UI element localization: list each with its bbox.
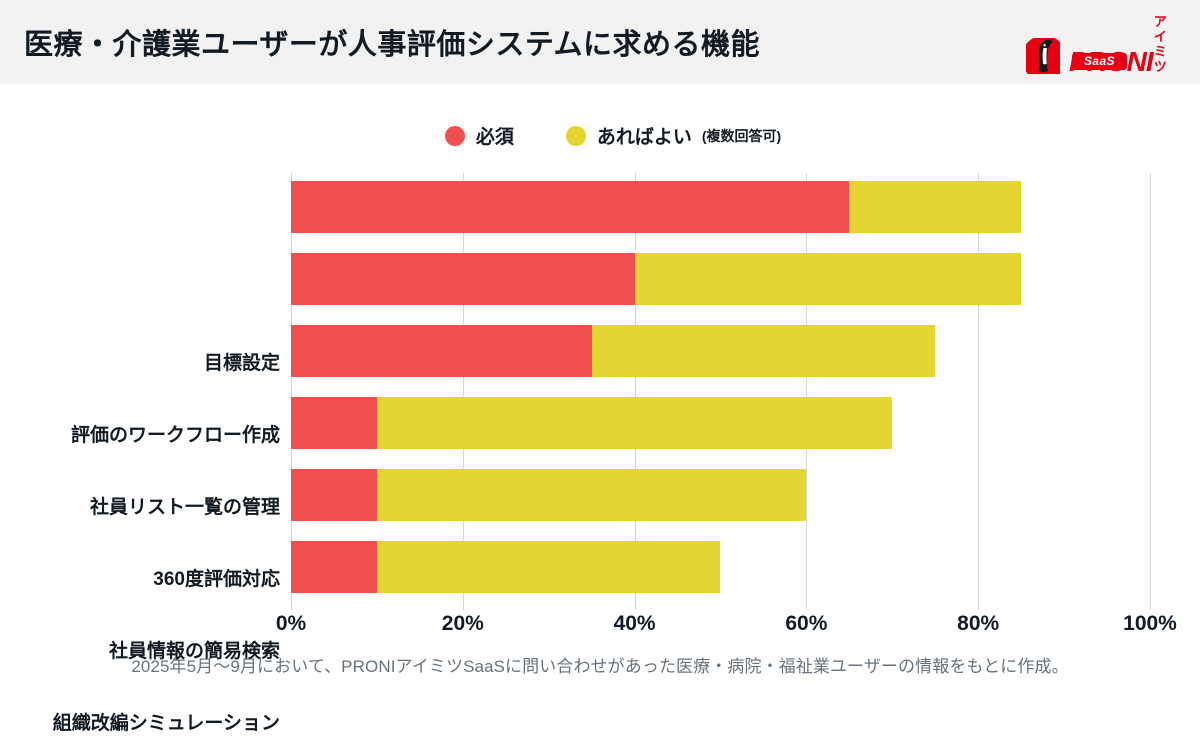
logo-row: PRONI アイミツ xyxy=(1021,14,1178,76)
axis-tick-label: 100% xyxy=(1123,612,1177,635)
axis-tick-label: 80% xyxy=(957,612,1000,635)
gridline xyxy=(462,173,464,610)
chart-page: 医療・介護業ユーザーが人事評価システムに求める機能 PRONI アイミツ Saa… xyxy=(0,0,1200,734)
bar-segment-required[interactable] xyxy=(291,181,850,233)
bar-segment-nice-to-have[interactable] xyxy=(376,397,893,449)
category-label: 社員情報の簡易検索 xyxy=(108,641,280,662)
gridline xyxy=(634,173,636,610)
bar-segment-nice-to-have[interactable] xyxy=(591,325,936,377)
logo-kana: アイミツ xyxy=(1153,14,1167,74)
plot-area xyxy=(291,173,1151,613)
bar-segment-required[interactable] xyxy=(291,541,377,593)
bar-row[interactable] xyxy=(291,253,1022,305)
penguin-icon xyxy=(1021,35,1066,76)
gridline xyxy=(978,173,980,610)
legend-label: 必須 xyxy=(475,127,514,148)
legend-item-required[interactable]: 必須 xyxy=(444,122,514,149)
bar-segment-nice-to-have[interactable] xyxy=(376,469,807,521)
axis-tick-label: 20% xyxy=(441,612,484,635)
stacked-bar-chart: 目標設定評価のワークフロー作成社員リスト一覧の管理 360度評価対応社員情報の簡易… xyxy=(0,165,1200,734)
bar-segment-nice-to-have[interactable] xyxy=(376,541,721,593)
axis-tick-label: 40% xyxy=(613,612,656,635)
bar-row[interactable] xyxy=(291,181,1022,233)
axis-tick-label: 0% xyxy=(275,612,307,635)
bar-segment-required[interactable] xyxy=(291,397,377,449)
gridline xyxy=(291,173,292,610)
legend-dot-icon xyxy=(565,125,586,146)
gridline xyxy=(1150,173,1151,610)
category-label: 評価のワークフロー作成 xyxy=(70,425,280,446)
page-title: 医療・介護業ユーザーが人事評価システムに求める機能 xyxy=(24,29,761,61)
category-label: 社員リスト一覧の管理 xyxy=(89,497,280,518)
bar-row[interactable] xyxy=(291,397,893,449)
legend-dot-icon xyxy=(444,125,465,146)
page-header: 医療・介護業ユーザーが人事評価システムに求める機能 PRONI アイミツ Saa… xyxy=(0,0,1200,84)
bar-row[interactable] xyxy=(291,325,936,377)
legend-note: (複数回答可) xyxy=(701,127,782,144)
source-note: 2025年5月〜9月において、PRONIアイミツSaaSに問い合わせがあった医療… xyxy=(131,657,1069,676)
bar-row[interactable] xyxy=(291,469,807,521)
bar-segment-required[interactable] xyxy=(291,469,377,521)
gridline xyxy=(806,173,808,610)
value-axis: 0% 20% 40% 60% 80% 100% xyxy=(0,612,1200,640)
bar-row[interactable] xyxy=(291,541,721,593)
logo-saas-badge: SaaS xyxy=(1072,53,1127,70)
legend-item-nice-to-have[interactable]: あればよい xyxy=(565,122,692,149)
category-label: 360度評価対応 xyxy=(153,569,280,590)
legend-label: あればよい xyxy=(596,127,692,148)
axis-tick-label: 60% xyxy=(785,612,828,635)
category-label: 目標設定 xyxy=(203,353,280,374)
bar-segment-required[interactable] xyxy=(291,325,592,377)
chart-legend: 必須 あればよい (複数回答可) xyxy=(0,122,1200,149)
bar-segment-nice-to-have[interactable] xyxy=(849,181,1022,233)
bar-rows xyxy=(291,173,1150,610)
category-label: 組織改編シミュレーション xyxy=(52,713,280,734)
bar-segment-nice-to-have[interactable] xyxy=(634,253,1022,305)
proni-logo: PRONI アイミツ SaaS xyxy=(1021,11,1178,76)
bar-segment-required[interactable] xyxy=(291,253,635,305)
